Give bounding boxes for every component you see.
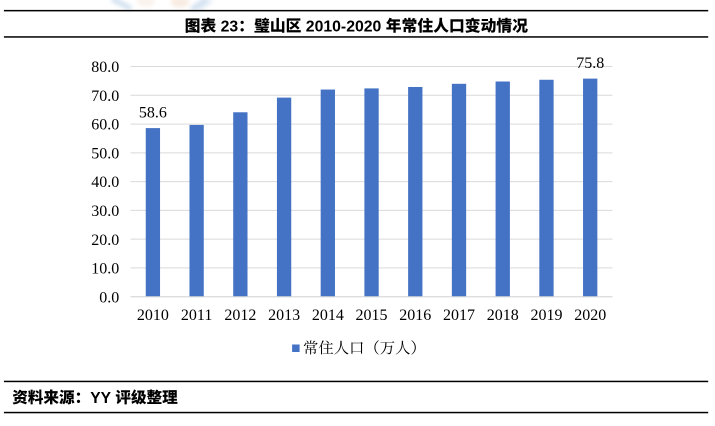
svg-text:23: 23 [216,18,238,35]
svg-text:2015: 2015 [356,307,388,324]
svg-text:58.6: 58.6 [139,105,167,122]
svg-text:2013: 2013 [268,307,300,324]
svg-text:70.0: 70.0 [91,88,119,105]
svg-text:2018: 2018 [487,307,519,324]
svg-text:2020: 2020 [574,307,606,324]
svg-text:10.0: 10.0 [91,261,119,278]
svg-text:2010-2020: 2010-2020 [301,18,385,35]
svg-text:60.0: 60.0 [91,117,119,134]
svg-text:0.0: 0.0 [99,289,119,306]
svg-text:2019: 2019 [530,307,562,324]
svg-text:YY: YY [90,390,115,407]
svg-text:2011: 2011 [181,307,212,324]
svg-text:20.0: 20.0 [91,232,119,249]
svg-text:30.0: 30.0 [91,203,119,220]
svg-text:2017: 2017 [443,307,475,324]
svg-text:2014: 2014 [312,307,344,324]
svg-text:2016: 2016 [399,307,431,324]
svg-text:75.8: 75.8 [576,55,604,72]
svg-text:80.0: 80.0 [91,59,119,76]
svg-text:2010: 2010 [137,307,169,324]
svg-text:2012: 2012 [224,307,256,324]
svg-text:40.0: 40.0 [91,174,119,191]
svg-text:50.0: 50.0 [91,145,119,162]
